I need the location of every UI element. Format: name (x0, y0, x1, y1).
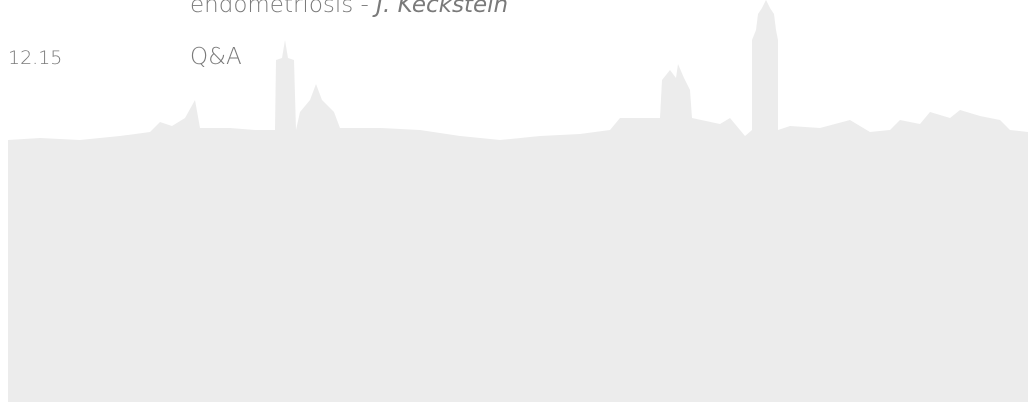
skyline-background (0, 0, 1028, 402)
skyline-silhouette (8, 0, 1028, 402)
page: {"program": {"items": [ {"title": "endom… (0, 0, 1028, 402)
session-title: Q&A (190, 44, 242, 70)
speaker: J. Keckstein (376, 0, 508, 18)
session-title: endometriosis - J. Keckstein (190, 0, 508, 18)
title-text: endometriosis - (190, 0, 369, 18)
session-time: 12.15 (8, 47, 62, 69)
